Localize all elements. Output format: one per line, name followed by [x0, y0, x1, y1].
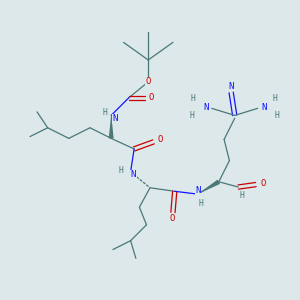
Text: H: H — [239, 191, 244, 200]
Text: N: N — [131, 170, 136, 179]
Text: H: H — [102, 108, 107, 117]
Text: N: N — [113, 114, 118, 123]
Text: N: N — [203, 103, 208, 112]
Text: H: H — [190, 94, 196, 103]
Text: O: O — [169, 214, 175, 223]
Text: N: N — [195, 186, 200, 195]
Text: H: H — [118, 166, 123, 175]
Text: H: H — [273, 94, 278, 103]
Text: H: H — [198, 200, 203, 208]
Text: H: H — [189, 111, 194, 120]
Text: N: N — [261, 103, 266, 112]
Polygon shape — [109, 116, 114, 138]
Polygon shape — [198, 180, 220, 194]
Text: N: N — [229, 82, 234, 91]
Text: O: O — [148, 93, 153, 102]
Text: O: O — [146, 77, 151, 86]
Text: H: H — [274, 111, 280, 120]
Text: O: O — [260, 179, 266, 188]
Text: O: O — [158, 135, 163, 144]
